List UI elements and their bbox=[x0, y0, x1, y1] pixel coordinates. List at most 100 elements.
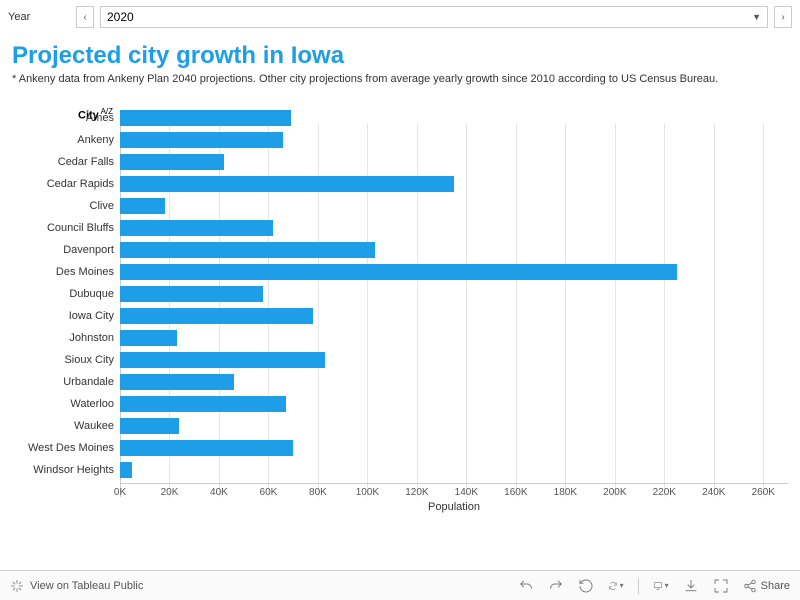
download-icon[interactable] bbox=[683, 578, 699, 594]
bar[interactable] bbox=[120, 308, 313, 324]
bar-track bbox=[120, 131, 788, 149]
bar[interactable] bbox=[120, 330, 177, 346]
x-tick-label: 240K bbox=[702, 487, 725, 498]
tableau-logo-icon bbox=[10, 579, 24, 593]
share-label: Share bbox=[761, 580, 790, 592]
city-label: Clive bbox=[12, 200, 120, 212]
bar[interactable] bbox=[120, 176, 454, 192]
table-row: Johnston bbox=[12, 327, 788, 349]
bar[interactable] bbox=[120, 440, 293, 456]
bar[interactable] bbox=[120, 264, 677, 280]
page-title: Projected city growth in Iowa bbox=[12, 42, 788, 70]
x-tick-label: 0K bbox=[114, 487, 126, 498]
undo-icon[interactable] bbox=[518, 578, 534, 594]
table-row: Waterloo bbox=[12, 393, 788, 415]
year-prev-button[interactable]: ‹ bbox=[76, 6, 94, 28]
bar-track bbox=[120, 219, 788, 237]
table-row: Dubuque bbox=[12, 283, 788, 305]
table-row: Cedar Rapids bbox=[12, 173, 788, 195]
bar[interactable] bbox=[120, 110, 291, 126]
city-label: Johnston bbox=[12, 332, 120, 344]
bar[interactable] bbox=[120, 352, 325, 368]
redo-icon[interactable] bbox=[548, 578, 564, 594]
bar-track bbox=[120, 153, 788, 171]
x-tick-label: 200K bbox=[603, 487, 626, 498]
bar[interactable] bbox=[120, 198, 165, 214]
year-select[interactable]: 2020 ▼ bbox=[100, 6, 768, 28]
bar[interactable] bbox=[120, 374, 234, 390]
x-tick-label: 20K bbox=[161, 487, 179, 498]
table-row: Iowa City bbox=[12, 305, 788, 327]
city-label: Ankeny bbox=[12, 134, 120, 146]
bar[interactable] bbox=[120, 462, 132, 478]
bar-track bbox=[120, 461, 788, 479]
bar[interactable] bbox=[120, 132, 283, 148]
bar-track bbox=[120, 285, 788, 303]
table-row: Davenport bbox=[12, 239, 788, 261]
city-label: Cedar Rapids bbox=[12, 178, 120, 190]
city-label: West Des Moines bbox=[12, 442, 120, 454]
table-row: Windsor Heights bbox=[12, 459, 788, 481]
year-next-button[interactable]: › bbox=[774, 6, 792, 28]
table-row: West Des Moines bbox=[12, 437, 788, 459]
view-on-tableau-link[interactable]: View on Tableau Public bbox=[10, 579, 143, 593]
refresh-menu-icon[interactable]: ▾ bbox=[608, 578, 624, 594]
x-tick-label: 100K bbox=[356, 487, 379, 498]
bar-track bbox=[120, 373, 788, 391]
revert-icon[interactable] bbox=[578, 578, 594, 594]
x-axis-label: Population bbox=[120, 501, 788, 513]
table-row: Waukee bbox=[12, 415, 788, 437]
year-value: 2020 bbox=[107, 10, 134, 24]
bar[interactable] bbox=[120, 220, 273, 236]
divider bbox=[638, 578, 639, 594]
bar-track bbox=[120, 351, 788, 369]
fullscreen-icon[interactable] bbox=[713, 578, 729, 594]
city-label: Dubuque bbox=[12, 288, 120, 300]
city-label: Waterloo bbox=[12, 398, 120, 410]
table-row: Des Moines bbox=[12, 261, 788, 283]
bar-track bbox=[120, 439, 788, 457]
title-block: Projected city growth in Iowa * Ankeny d… bbox=[0, 34, 800, 91]
bar[interactable] bbox=[120, 154, 224, 170]
bar[interactable] bbox=[120, 418, 179, 434]
page-subtitle: * Ankeny data from Ankeny Plan 2040 proj… bbox=[12, 72, 788, 87]
bar-track bbox=[120, 263, 788, 281]
presentation-icon[interactable]: ▾ bbox=[653, 578, 669, 594]
table-row: Urbandale bbox=[12, 371, 788, 393]
city-label: Council Bluffs bbox=[12, 222, 120, 234]
bar[interactable] bbox=[120, 242, 375, 258]
x-tick-label: 220K bbox=[653, 487, 676, 498]
bar-track bbox=[120, 109, 788, 127]
filter-label: Year bbox=[8, 11, 70, 23]
city-label: Des Moines bbox=[12, 266, 120, 278]
chart-bars: Ames Ankeny Cedar Falls Cedar Rapids Clive Co… bbox=[12, 107, 788, 481]
bar[interactable] bbox=[120, 396, 286, 412]
share-button[interactable]: Share bbox=[743, 579, 790, 593]
table-row: Ankeny bbox=[12, 129, 788, 151]
city-label: Waukee bbox=[12, 420, 120, 432]
city-label: Davenport bbox=[12, 244, 120, 256]
bar-track bbox=[120, 175, 788, 193]
table-row: Clive bbox=[12, 195, 788, 217]
footer-toolbar: View on Tableau Public ▾ ▾ Share bbox=[0, 570, 800, 600]
chevron-down-icon: ▼ bbox=[752, 12, 761, 22]
bar-track bbox=[120, 417, 788, 435]
x-tick-label: 80K bbox=[309, 487, 327, 498]
chart: City A/Z AmesAnkenyCedar FallsCedar Rapi… bbox=[12, 107, 788, 513]
x-tick-label: 180K bbox=[554, 487, 577, 498]
x-tick-label: 120K bbox=[405, 487, 428, 498]
x-tick-label: 140K bbox=[455, 487, 478, 498]
x-tick-label: 160K bbox=[504, 487, 527, 498]
filter-row: Year ‹ 2020 ▼ › bbox=[0, 0, 800, 34]
x-tick-label: 260K bbox=[752, 487, 775, 498]
city-label: Iowa City bbox=[12, 310, 120, 322]
bar-track bbox=[120, 395, 788, 413]
table-row: Ames bbox=[12, 107, 788, 129]
view-on-tableau-label: View on Tableau Public bbox=[30, 580, 143, 592]
city-label: Sioux City bbox=[12, 354, 120, 366]
table-row: Cedar Falls bbox=[12, 151, 788, 173]
table-row: Council Bluffs bbox=[12, 217, 788, 239]
bar[interactable] bbox=[120, 286, 263, 302]
bar-track bbox=[120, 197, 788, 215]
bar-track bbox=[120, 329, 788, 347]
